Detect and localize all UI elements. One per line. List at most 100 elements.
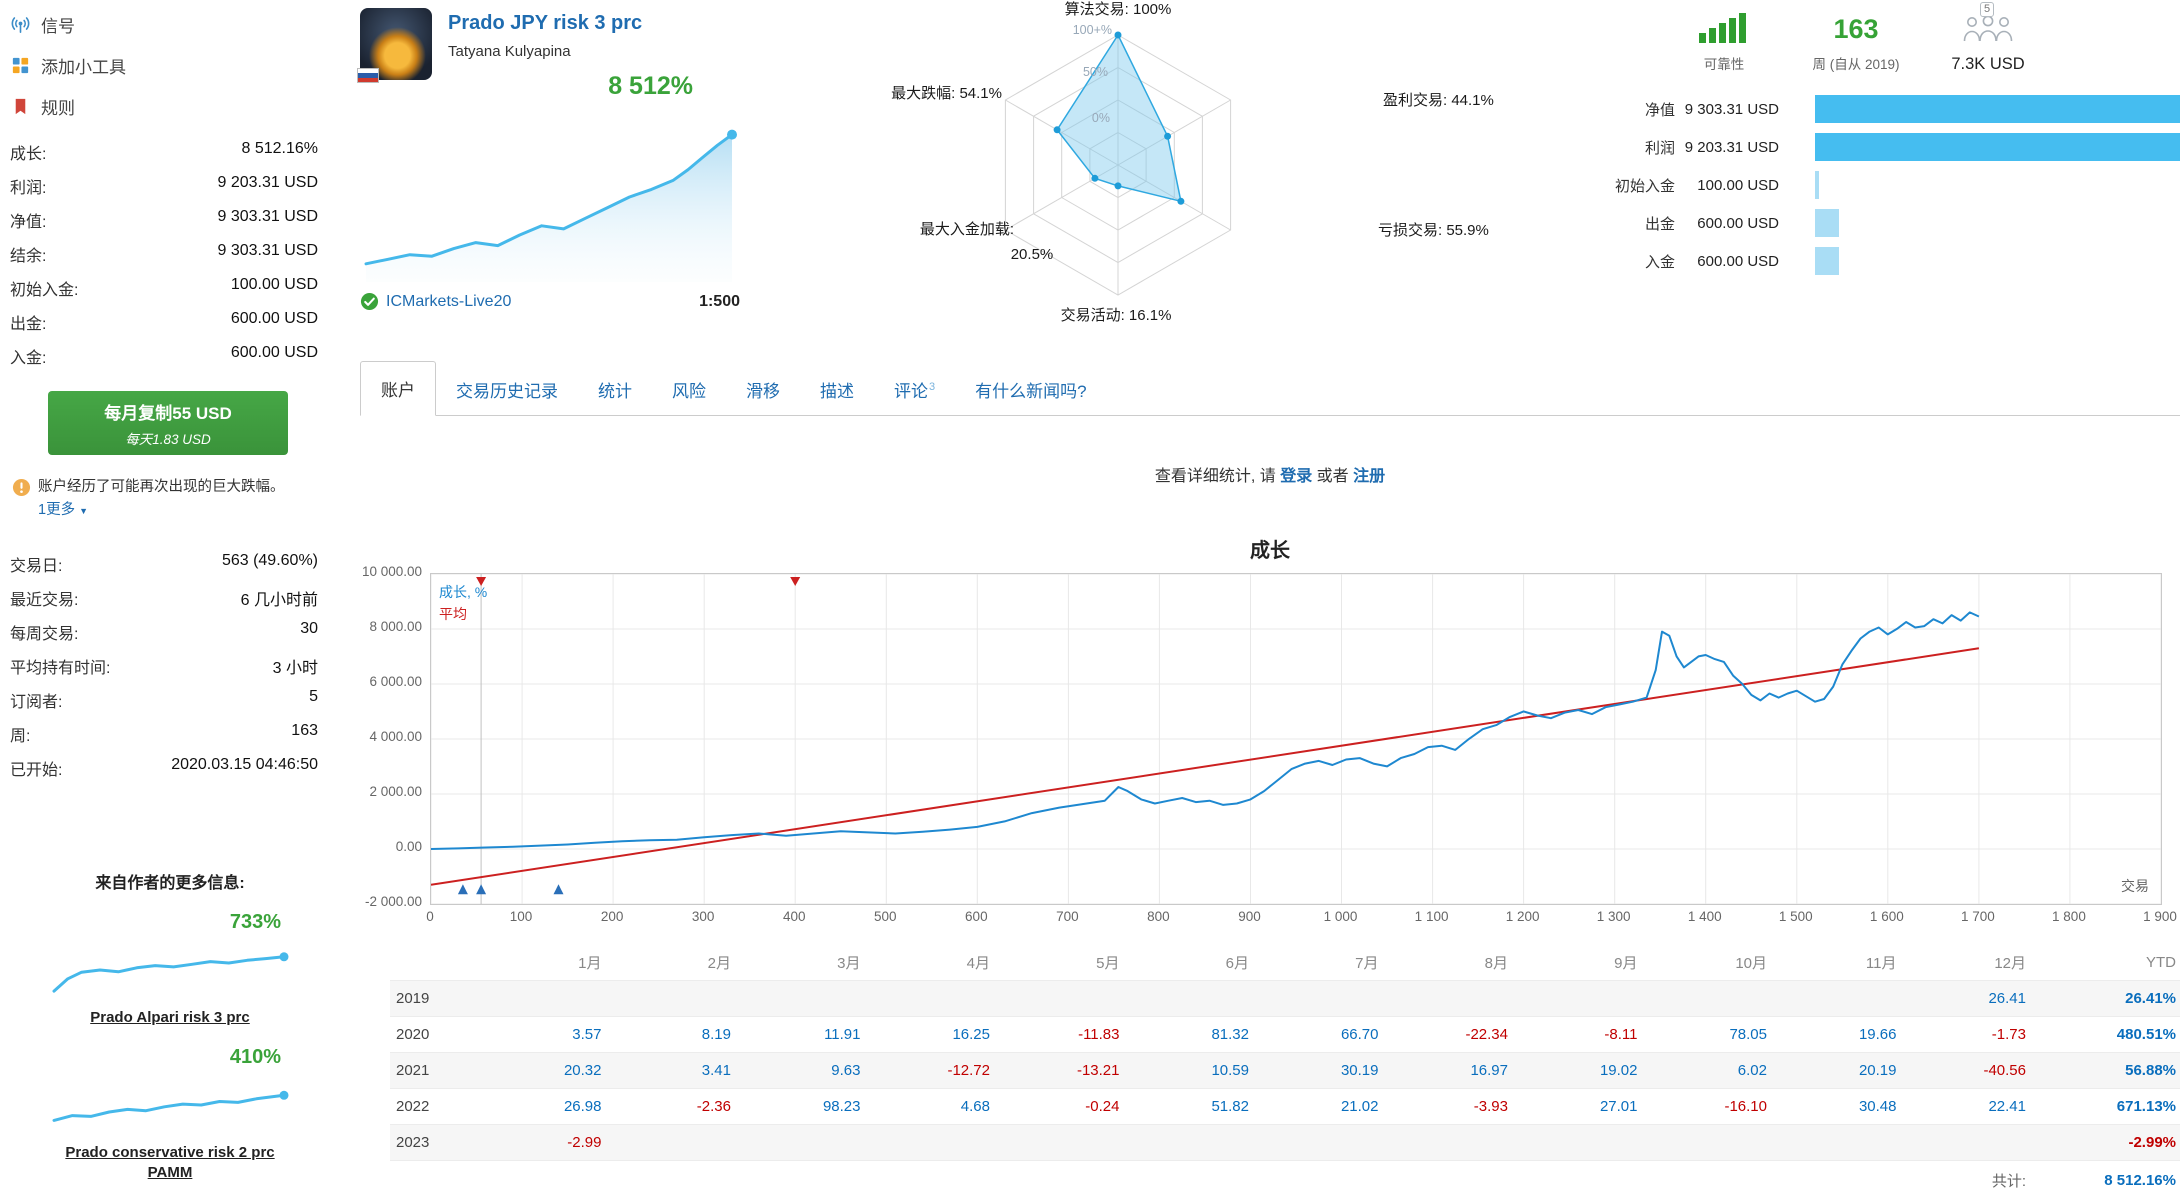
fund-bar bbox=[1815, 95, 2180, 123]
fund-bar bbox=[1815, 133, 2180, 161]
year-column-header bbox=[390, 945, 476, 981]
y-axis-tick-label: 8 000.00 bbox=[369, 619, 422, 634]
month-cell: -11.83 bbox=[994, 1016, 1124, 1053]
month-cell: -13.21 bbox=[994, 1052, 1124, 1089]
fund-bar-row: 出金 600.00 USD bbox=[1580, 204, 2180, 242]
svg-text:最大跌幅: 54.1%: 最大跌幅: 54.1% bbox=[891, 85, 1002, 102]
month-cell: 8.19 bbox=[605, 1016, 735, 1053]
month-column-header: YTD bbox=[2146, 954, 2176, 971]
table-row: 2023 -2.99 -2.99% bbox=[390, 1124, 2180, 1161]
y-axis-tick-label: 2 000.00 bbox=[369, 784, 422, 799]
warning-text: 账户经历了可能再次出现的巨大跌幅。 bbox=[38, 479, 285, 495]
x-axis-tick-label: 1 200 bbox=[1505, 909, 1540, 924]
tab-slippage[interactable]: 滑移 bbox=[746, 382, 780, 401]
stat-label: 已开始: bbox=[10, 761, 63, 779]
tab-reviews[interactable]: 评论3 bbox=[894, 381, 936, 401]
stat-row: 成长: 8 512.16% bbox=[10, 135, 330, 169]
warning-more-link[interactable]: 1更多 ▼ bbox=[38, 500, 88, 520]
subscribe-price-daily: 每天1.83 USD bbox=[125, 431, 211, 447]
month-cell bbox=[1253, 1124, 1383, 1161]
y-axis-tick-label: -2 000.00 bbox=[364, 894, 422, 909]
signal-header: Prado JPY risk 3 prc Tatyana Kulyapina 8… bbox=[357, 0, 2180, 360]
month-cell: -3.93 bbox=[1382, 1088, 1512, 1125]
fund-bar-label: 利润 bbox=[1644, 139, 1675, 157]
chevron-down-icon: ▼ bbox=[79, 506, 88, 517]
widgets-icon bbox=[10, 55, 31, 76]
author-signal-link[interactable]: Prado conservative risk 2 prc PAMM bbox=[65, 1143, 275, 1182]
x-axis-tick-label: 800 bbox=[1147, 909, 1170, 924]
stat-row: 平均持有时间: 3 小时 bbox=[10, 649, 330, 683]
signal-sparkline-chart bbox=[52, 951, 289, 993]
sidebar-item-rules[interactable]: 规则 bbox=[10, 86, 330, 127]
month-column-header: 7月 bbox=[1355, 955, 1379, 972]
month-column-header: 6月 bbox=[1225, 955, 1249, 972]
login-link[interactable]: 登录 bbox=[1280, 468, 1313, 485]
year-label: 2019 bbox=[390, 980, 476, 1017]
signal-growth-label: 410% bbox=[229, 1045, 281, 1068]
year-label: 2021 bbox=[390, 1052, 476, 1089]
subscribe-button[interactable]: 每月复制55 USD 每天1.83 USD bbox=[48, 391, 288, 455]
tab-risks[interactable]: 风险 bbox=[672, 382, 706, 401]
tab-news[interactable]: 有什么新闻吗? bbox=[975, 382, 1087, 401]
month-cell: 9.63 bbox=[735, 1052, 865, 1089]
y-axis-tick-label: 0.00 bbox=[395, 839, 422, 854]
sidebar-item-add-widget[interactable]: 添加小工具 bbox=[10, 45, 330, 86]
fund-bar-label: 入金 bbox=[1644, 253, 1675, 271]
svg-text:最大入金加载:: 最大入金加载: bbox=[920, 221, 1014, 238]
chart-legend: 成长, % 平均 bbox=[439, 582, 487, 625]
tab-description[interactable]: 描述 bbox=[820, 382, 854, 401]
stat-value: 9 303.31 USD bbox=[217, 242, 318, 259]
x-axis-tick-label: 500 bbox=[873, 909, 897, 924]
plot-area: 成长, % 平均 交易 bbox=[430, 573, 2162, 905]
stat-label: 出金: bbox=[10, 316, 47, 333]
month-cell: 78.05 bbox=[1641, 1016, 1771, 1053]
tab-account[interactable]: 账户 bbox=[360, 361, 436, 416]
table-header-row: 1月 2月 3月 4月 5月 6月 7月 8月 9月 10月 11月 12月 YTD bbox=[390, 945, 2180, 981]
legend-average: 平均 bbox=[439, 605, 467, 622]
svg-text:亏损交易: 55.9%: 亏损交易: 55.9% bbox=[1378, 221, 1489, 239]
signal-sparkline-chart bbox=[52, 1090, 289, 1122]
monthly-growth-table: 1月 2月 3月 4月 5月 6月 7月 8月 9月 10月 11月 12月 YTD 2019 26.41 2… bbox=[360, 945, 2180, 1193]
weeks-indicator: 163 周 (自从 2019) bbox=[1808, 6, 1904, 74]
y-axis-tick-label: 6 000.00 bbox=[369, 674, 422, 689]
stat-label: 最近交易: bbox=[10, 591, 79, 609]
month-column-header: 12月 bbox=[1994, 955, 2026, 972]
table-row: 2021 20.32 3.41 9.63 -12.72 -13.21 10.59 30.19 1… bbox=[390, 1052, 2180, 1089]
author-signals-list: 733% Prado Alpari risk 3 prc 410% Prado con… bbox=[10, 911, 330, 1184]
month-column-header: 2月 bbox=[707, 955, 731, 972]
tab-statistics[interactable]: 统计 bbox=[598, 382, 632, 401]
sidebar-item-signals[interactable]: 信号 bbox=[10, 4, 330, 45]
month-cell: -22.34 bbox=[1382, 1016, 1512, 1053]
x-axis-tick-label: 1 900 bbox=[2143, 909, 2177, 924]
tab-trading-history[interactable]: 交易历史记录 bbox=[456, 382, 558, 401]
weeks-count: 163 bbox=[1833, 14, 1879, 44]
x-axis-tick-label: 400 bbox=[782, 909, 806, 924]
stat-row: 入金: 600.00 USD bbox=[10, 339, 330, 373]
broker-account-link[interactable]: ICMarkets-Live20 bbox=[386, 292, 512, 310]
stat-value: 100.00 USD bbox=[230, 276, 318, 293]
total-label: 共计: bbox=[1900, 1160, 2030, 1193]
svg-text:盈利交易: 44.1%: 盈利交易: 44.1% bbox=[1383, 91, 1494, 109]
month-cell: -16.10 bbox=[1641, 1088, 1771, 1125]
month-cell: 16.97 bbox=[1382, 1052, 1512, 1089]
month-cell bbox=[994, 980, 1124, 1017]
growth-chart: 10 000.00 8 000.00 6 000.00 4 000.00 2 000.0… bbox=[360, 564, 2180, 935]
month-cell: 3.41 bbox=[605, 1052, 735, 1089]
fund-bar-row: 利润 9 203.31 USD bbox=[1580, 128, 2180, 166]
author-signal-link[interactable]: Prado Alpari risk 3 prc bbox=[90, 1008, 250, 1026]
signal-title-link[interactable]: Prado JPY risk 3 prc bbox=[448, 12, 643, 34]
growth-percent-label: 8 512% bbox=[608, 72, 693, 100]
register-link[interactable]: 注册 bbox=[1353, 468, 1386, 485]
month-cell bbox=[1641, 1124, 1771, 1161]
month-cell bbox=[1771, 1124, 1901, 1161]
month-column-header: 1月 bbox=[578, 955, 602, 972]
x-axis-tick-label: 700 bbox=[1056, 909, 1079, 924]
comment-count-badge: 3 bbox=[929, 381, 936, 394]
growth-sparkline: 8 512% bbox=[360, 72, 745, 284]
risk-warning: 账户经历了可能再次出现的巨大跌幅。 1更多 ▼ bbox=[10, 477, 330, 521]
ytd-cell: -2.99% bbox=[2030, 1124, 2180, 1161]
month-cell bbox=[735, 980, 865, 1017]
stat-label: 净值: bbox=[10, 214, 47, 231]
account-stats-list: 成长: 8 512.16% 利润: 9 203.31 USD 净值: 9 303.31 U… bbox=[10, 135, 330, 373]
year-label: 2020 bbox=[390, 1016, 476, 1053]
